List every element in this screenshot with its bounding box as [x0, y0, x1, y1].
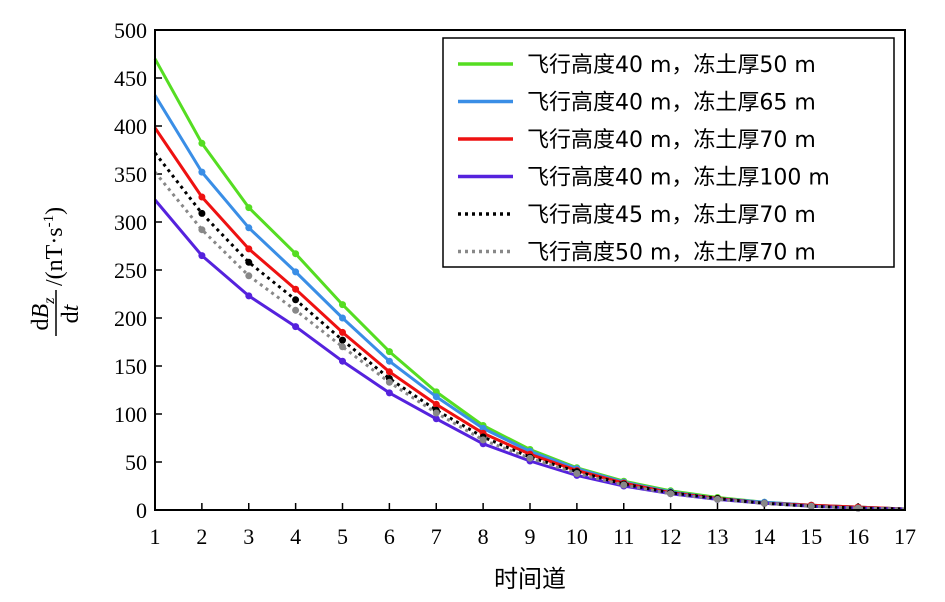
legend-box	[442, 37, 895, 268]
series-4-point	[339, 357, 346, 365]
y-label-num-d: d	[28, 318, 54, 330]
series-6-point	[526, 454, 534, 462]
series-4-point	[432, 415, 440, 423]
x-tick-label: 7	[431, 524, 442, 549]
series-1-point	[292, 250, 300, 258]
legend-label-2: 飞行高度40 m，冻土厚65 m	[527, 91, 816, 116]
x-tick-label: 17	[894, 524, 916, 549]
y-label-unit-close: )	[42, 207, 68, 215]
y-tick-label: 50	[125, 450, 147, 475]
y-tick-label: 450	[114, 66, 147, 91]
y-tick-label: 100	[114, 402, 147, 427]
y-tick-label: 200	[114, 306, 147, 331]
series-2-point	[339, 314, 346, 322]
series-3-point	[245, 245, 253, 253]
series-5-point	[339, 336, 346, 344]
series-6-point	[198, 226, 206, 234]
y-label-num-sub: z	[41, 297, 58, 305]
x-tick-label: 1	[150, 524, 161, 549]
series-6-point	[807, 502, 815, 510]
x-axis-label: 时间道	[494, 565, 566, 593]
series-6-point	[292, 306, 300, 314]
x-tick-label: 15	[800, 524, 822, 549]
legend-label-6: 飞行高度50 m，冻土厚70 m	[527, 241, 816, 266]
series-6-point	[385, 378, 393, 386]
series-1-point	[385, 348, 393, 356]
y-tick-label: 250	[114, 258, 147, 283]
x-tick-label: 3	[243, 524, 254, 549]
series-6-point	[245, 272, 253, 280]
svg-text:dBz: dBz	[28, 297, 58, 331]
series-6-point	[339, 343, 346, 351]
y-tick-labels: 0 50 100 150 200 250 300 350 400 450 500	[114, 18, 147, 523]
y-tick-label: 150	[114, 354, 147, 379]
x-tick-label: 11	[613, 524, 634, 549]
x-tick-label: 10	[566, 524, 588, 549]
svg-text:dt: dt	[58, 303, 84, 323]
series-6-point	[479, 436, 487, 444]
series-line-5	[153, 151, 906, 511]
series-3-point	[432, 400, 440, 408]
series-layer	[153, 58, 906, 512]
series-6-point	[620, 481, 628, 489]
x-tick-label: 16	[847, 524, 869, 549]
series-6-point	[760, 499, 768, 507]
legend-label-4: 飞行高度40 m，冻土厚100 m	[527, 166, 830, 191]
y-tick-label: 0	[136, 498, 147, 523]
series-1-point	[198, 139, 206, 147]
plot-frame	[154, 29, 906, 511]
series-2-point	[432, 393, 440, 401]
series-2-point	[292, 268, 300, 276]
series-5-point	[245, 258, 253, 266]
x-tick-label: 4	[290, 524, 301, 549]
legend-label-3: 飞行高度40 m，冻土厚70 m	[527, 128, 816, 153]
series-6-point	[573, 470, 581, 477]
legend-label-5: 飞行高度45 m，冻土厚70 m	[527, 203, 816, 228]
series-1-point	[339, 301, 346, 309]
x-tick-label: 12	[660, 524, 682, 549]
y-label-num-var: B	[28, 303, 54, 318]
y-axis-label: dBz dt /(nT·s-1)	[28, 207, 84, 336]
y-tick-label: 300	[114, 210, 147, 235]
series-3-point	[292, 285, 300, 293]
x-tick-label: 14	[753, 524, 775, 549]
legend-label-1: 飞行高度40 m，冻土厚50 m	[527, 53, 816, 78]
series-5-point	[198, 209, 206, 217]
series-5-point	[292, 296, 300, 304]
x-tick-label: 9	[525, 524, 536, 549]
series-4-point	[245, 292, 253, 300]
y-label-den-var: t	[58, 303, 84, 311]
legend: 飞行高度40 m，冻土厚50 m 飞行高度40 m，冻土厚65 m 飞行高度40 m…	[442, 37, 895, 268]
y-tick-label: 500	[114, 18, 147, 43]
y-label-unit-exp: -1	[41, 215, 57, 228]
series-3-point	[198, 193, 206, 201]
y-tick-label: 350	[114, 162, 147, 187]
x-tick-label: 13	[707, 524, 729, 549]
series-3-point	[385, 368, 393, 376]
y-label-unit: /(nT·s	[42, 227, 68, 286]
series-1-point	[245, 204, 253, 212]
series-2-point	[245, 224, 253, 232]
svg-text:/(nT·s-1): /(nT·s-1)	[41, 207, 68, 286]
x-tick-label: 5	[337, 524, 348, 549]
series-2-point	[385, 357, 393, 365]
x-tick-label: 8	[478, 524, 489, 549]
series-2-point	[479, 424, 487, 432]
series-6-point	[432, 409, 440, 417]
x-tick-label: 2	[196, 524, 207, 549]
series-3-point	[339, 328, 346, 336]
series-6-point	[714, 495, 721, 503]
y-tick-label: 400	[114, 114, 147, 139]
series-4-point	[198, 252, 206, 260]
series-6-point	[667, 490, 675, 498]
x-tick-label: 6	[384, 524, 395, 549]
series-4-point	[385, 389, 393, 397]
x-tick-labels: 1 2 3 4 5 6 7 8 9 10 11 12 13 14 15 16 17	[150, 524, 917, 549]
series-2-point	[198, 168, 206, 176]
series-4-point	[292, 323, 300, 331]
y-label-den-d: d	[58, 311, 84, 323]
